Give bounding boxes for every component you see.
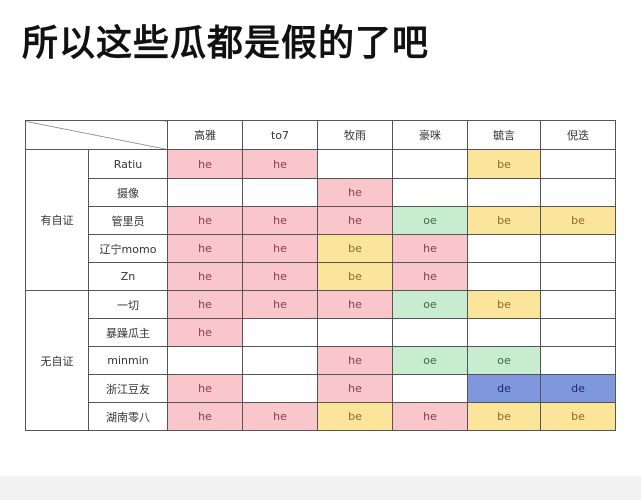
value-cell: he xyxy=(167,206,243,235)
value-cell: be xyxy=(317,234,393,263)
row-name: 湖南零八 xyxy=(88,402,168,431)
row-name: 暴躁瓜主 xyxy=(88,318,168,347)
table-row: 辽宁momo he he be he xyxy=(26,234,616,263)
column-header: to7 xyxy=(242,120,318,150)
column-header: 倪迭 xyxy=(540,120,616,150)
value-cell: he xyxy=(167,149,243,179)
column-header: 豪咪 xyxy=(392,120,468,150)
table-row: minmin he oe oe xyxy=(26,346,616,375)
value-cell: oe xyxy=(467,346,541,375)
table-row: Zn he he be he xyxy=(26,262,616,291)
value-cell: he xyxy=(392,402,468,431)
table-row: 暴躁瓜主 he xyxy=(26,318,616,347)
column-header: 毓言 xyxy=(467,120,541,150)
page-title: 所以这些瓜都是假的了吧 xyxy=(22,23,430,64)
row-name: Ratiu xyxy=(88,149,168,179)
value-cell xyxy=(167,178,243,207)
group-label: 无自证 xyxy=(25,290,89,431)
row-name: minmin xyxy=(88,346,168,375)
value-cell xyxy=(467,234,541,263)
value-cell: be xyxy=(317,402,393,431)
group-label: 有自证 xyxy=(25,149,89,291)
value-cell: be xyxy=(317,262,393,291)
value-cell: he xyxy=(242,402,318,431)
value-cell: oe xyxy=(392,290,468,319)
row-name: Zn xyxy=(88,262,168,291)
value-cell: he xyxy=(167,402,243,431)
value-cell xyxy=(242,374,318,403)
value-cell xyxy=(392,149,468,179)
value-cell xyxy=(467,178,541,207)
value-cell: he xyxy=(317,290,393,319)
value-cell: he xyxy=(392,234,468,263)
table-row: 有自证 Ratiu he he be xyxy=(25,149,616,291)
row-name: 管里员 xyxy=(88,206,168,235)
row-name: 摄像 xyxy=(88,178,168,207)
row-name: 浙江豆友 xyxy=(88,374,168,403)
value-cell: he xyxy=(242,262,318,291)
value-cell: he xyxy=(317,374,393,403)
value-cell xyxy=(540,262,616,291)
value-cell: he xyxy=(167,262,243,291)
value-cell xyxy=(540,234,616,263)
value-cell xyxy=(540,318,616,347)
footer-band xyxy=(0,476,641,500)
value-cell xyxy=(467,262,541,291)
value-cell xyxy=(540,290,616,319)
table-row: 无自证 一切 he he he oe be xyxy=(25,290,616,431)
value-cell: he xyxy=(167,290,243,319)
value-cell: be xyxy=(467,206,541,235)
value-cell: he xyxy=(392,262,468,291)
value-cell xyxy=(392,374,468,403)
value-cell: he xyxy=(167,318,243,347)
value-cell: he xyxy=(242,206,318,235)
value-cell: he xyxy=(242,234,318,263)
value-cell: he xyxy=(317,178,393,207)
value-cell xyxy=(392,178,468,207)
value-cell xyxy=(392,318,468,347)
value-cell: oe xyxy=(392,206,468,235)
value-cell xyxy=(242,318,318,347)
value-cell: he xyxy=(242,149,318,179)
value-cell xyxy=(540,178,616,207)
table-row: 管里员 he he he oe be be xyxy=(26,206,616,235)
value-cell: he xyxy=(317,346,393,375)
value-cell: de xyxy=(540,374,616,403)
value-cell: oe xyxy=(392,346,468,375)
value-cell xyxy=(167,346,243,375)
value-cell: be xyxy=(467,290,541,319)
corner-cell xyxy=(25,120,168,150)
value-cell xyxy=(317,149,393,179)
value-cell: de xyxy=(467,374,541,403)
value-cell xyxy=(242,178,318,207)
value-cell: he xyxy=(317,206,393,235)
table-row: 湖南零八 he he be he be be xyxy=(26,402,616,431)
value-cell: be xyxy=(467,149,541,179)
table-row: 浙江豆友 he he de de xyxy=(26,374,616,403)
value-cell xyxy=(317,318,393,347)
value-cell: he xyxy=(167,234,243,263)
column-header: 牧雨 xyxy=(317,120,393,150)
row-name: 辽宁momo xyxy=(88,234,168,263)
value-cell: he xyxy=(242,290,318,319)
table-row: 摄像 he xyxy=(26,178,616,207)
value-cell: be xyxy=(540,206,616,235)
value-cell: be xyxy=(540,402,616,431)
row-name: 一切 xyxy=(88,290,168,319)
value-cell: be xyxy=(467,402,541,431)
value-cell xyxy=(540,346,616,375)
value-cell xyxy=(242,346,318,375)
ship-table: 高雅 to7 牧雨 豪咪 毓言 倪迭 有自证 Ratiu he he be 摄像 he 管里员 he he h… xyxy=(25,120,616,431)
value-cell xyxy=(540,149,616,179)
column-header: 高雅 xyxy=(167,120,243,150)
value-cell xyxy=(467,318,541,347)
value-cell: he xyxy=(167,374,243,403)
